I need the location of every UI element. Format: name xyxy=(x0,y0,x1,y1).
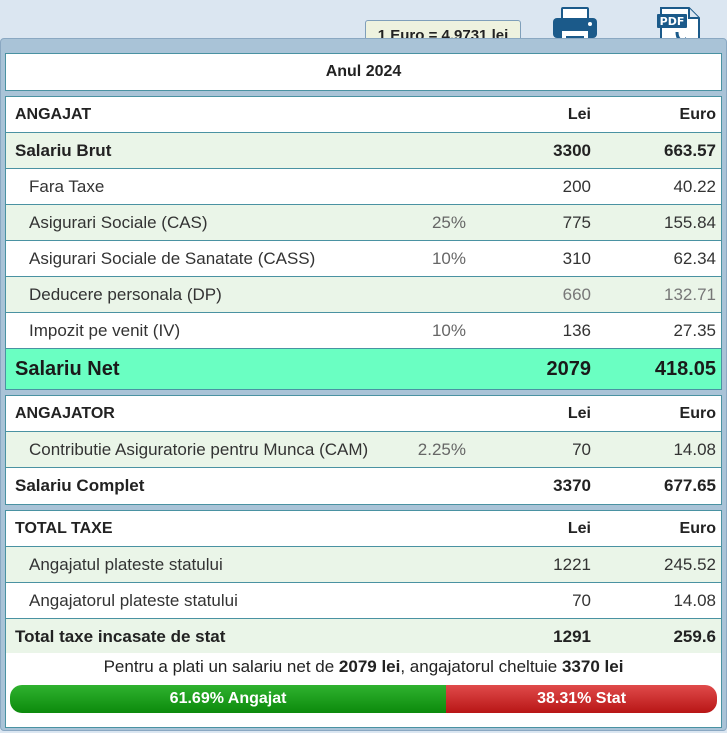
row-lei: 310 xyxy=(562,248,591,268)
table-row: Contributie Asiguratorie pentru Munca (C… xyxy=(6,432,721,468)
net-salary-row: Salariu Net 2079 418.05 xyxy=(6,349,721,389)
year-block: Anul 2024 xyxy=(5,53,722,91)
euro-column-header: Euro xyxy=(679,519,716,537)
total-taxes-row: Total taxe incasate de stat 1291 259.6 xyxy=(6,619,721,655)
row-label: Fara Taxe xyxy=(29,176,105,196)
row-euro: 40.22 xyxy=(673,176,716,196)
summary-middle: , angajatorul cheltuie xyxy=(400,657,562,676)
summary-sentence: Pentru a plati un salariu net de 2079 le… xyxy=(6,657,721,677)
summary-area: Pentru a plati un salariu net de 2079 le… xyxy=(5,653,722,728)
euro-column-header: Euro xyxy=(679,105,716,123)
gross-salary-row: Salariu Brut 3300 663.57 xyxy=(6,133,721,169)
taxes-section: TOTAL TAXE Lei Euro Angajatul plateste s… xyxy=(5,510,722,656)
row-lei: 136 xyxy=(562,320,591,340)
complete-salary-row: Salariu Complet 3370 677.65 xyxy=(6,468,721,504)
employer-header-label: ANGAJATOR xyxy=(15,404,115,422)
row-euro: 14.08 xyxy=(673,439,716,459)
net-salary-euro: 418.05 xyxy=(654,357,716,380)
employee-share-segment: 61.69% Angajat xyxy=(10,685,447,713)
employer-header-row: ANGAJATOR Lei Euro xyxy=(6,396,721,432)
row-lei: 660 xyxy=(562,284,591,304)
row-label: Asigurari Sociale (CAS) xyxy=(29,212,208,232)
state-share-segment: 38.31% Stat xyxy=(446,685,717,713)
lei-column-header: Lei xyxy=(567,519,591,537)
employee-header-row: ANGAJAT Lei Euro xyxy=(6,97,721,133)
row-percent: 10% xyxy=(431,248,466,268)
table-row: Angajatorul plateste statului 70 14.08 xyxy=(6,583,721,619)
net-salary-label: Salariu Net xyxy=(15,357,120,380)
row-euro: 132.71 xyxy=(664,284,716,304)
row-label: Angajatorul plateste statului xyxy=(29,590,238,610)
row-label: Deducere personala (DP) xyxy=(29,284,222,304)
row-label: Angajatul plateste statului xyxy=(29,554,223,574)
summary-prefix: Pentru a plati un salariu net de xyxy=(103,657,339,676)
row-euro: 62.34 xyxy=(673,248,716,268)
taxes-header-row: TOTAL TAXE Lei Euro xyxy=(6,511,721,547)
employee-section: ANGAJAT Lei Euro Salariu Brut 3300 663.5… xyxy=(5,96,722,390)
row-percent: 25% xyxy=(431,212,466,232)
lei-column-header: Lei xyxy=(567,105,591,123)
summary-net-amount: 2079 lei xyxy=(338,657,401,676)
net-salary-lei: 2079 xyxy=(546,357,592,380)
total-taxes-lei: 1291 xyxy=(553,627,591,646)
summary-total-amount: 3370 lei xyxy=(561,657,624,676)
row-percent: 10% xyxy=(431,320,466,340)
total-taxes-label: Total taxe incasate de stat xyxy=(15,627,226,646)
employee-share-label: 61.69% Angajat xyxy=(169,690,287,707)
taxes-header-label: TOTAL TAXE xyxy=(15,519,113,537)
row-lei: 200 xyxy=(562,176,591,196)
lei-column-header: Lei xyxy=(567,404,591,422)
table-row: Deducere personala (DP) 660 132.71 xyxy=(6,277,721,313)
table-row: Angajatul plateste statului 1221 245.52 xyxy=(6,547,721,583)
row-lei: 775 xyxy=(562,212,591,232)
row-lei: 70 xyxy=(572,590,591,610)
table-row: Asigurari Sociale (CAS) 25% 775 155.84 xyxy=(6,205,721,241)
salary-panel: Anul 2024 ANGAJAT Lei Euro Salariu Brut … xyxy=(0,38,727,731)
gross-salary-lei: 3300 xyxy=(553,140,591,160)
row-label: Impozit pe venit (IV) xyxy=(29,320,181,340)
row-euro: 14.08 xyxy=(673,590,716,610)
year-title: Anul 2024 xyxy=(325,63,402,80)
table-row: Impozit pe venit (IV) 10% 136 27.35 xyxy=(6,313,721,349)
table-row: Asigurari Sociale de Sanatate (CASS) 10%… xyxy=(6,241,721,277)
row-euro: 155.84 xyxy=(664,212,716,232)
euro-column-header: Euro xyxy=(679,404,716,422)
employer-section: ANGAJATOR Lei Euro Contributie Asigurato… xyxy=(5,395,722,505)
complete-salary-label: Salariu Complet xyxy=(15,476,145,495)
cost-split-bar: 61.69% Angajat 38.31% Stat xyxy=(10,685,717,713)
row-euro: 245.52 xyxy=(664,554,716,574)
svg-text:PDF: PDF xyxy=(660,15,685,28)
row-euro: 27.35 xyxy=(673,320,716,340)
gross-salary-label: Salariu Brut xyxy=(15,140,112,160)
state-share-label: 38.31% Stat xyxy=(537,690,627,707)
employee-header-label: ANGAJAT xyxy=(15,105,92,123)
row-percent: 2.25% xyxy=(417,439,466,459)
table-row: Fara Taxe 200 40.22 xyxy=(6,169,721,205)
gross-salary-euro: 663.57 xyxy=(664,140,716,160)
row-lei: 1221 xyxy=(553,554,591,574)
row-label: Asigurari Sociale de Sanatate (CASS) xyxy=(29,248,316,268)
row-lei: 70 xyxy=(572,439,591,459)
total-taxes-euro: 259.6 xyxy=(673,627,716,646)
complete-salary-euro: 677.65 xyxy=(664,476,716,495)
row-label: Contributie Asiguratorie pentru Munca (C… xyxy=(29,439,369,459)
complete-salary-lei: 3370 xyxy=(553,476,591,495)
